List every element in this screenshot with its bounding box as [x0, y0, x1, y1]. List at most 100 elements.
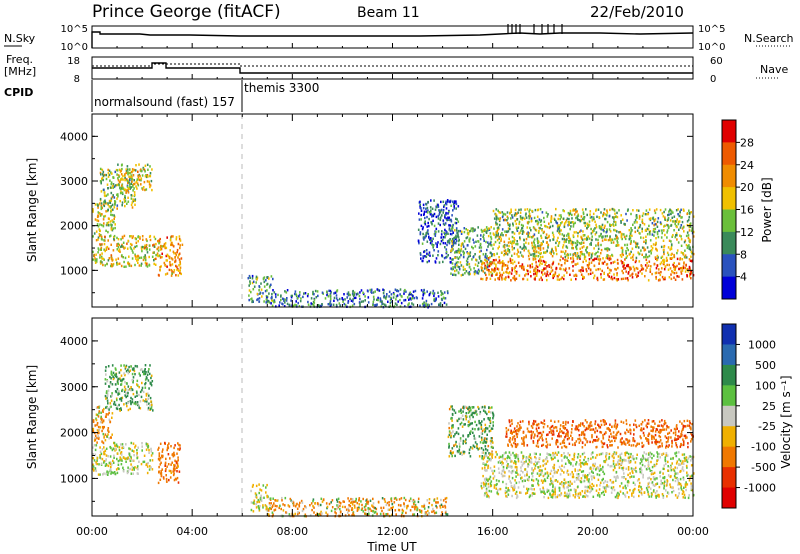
echo-cell [113, 220, 115, 224]
echo-cell [580, 269, 582, 272]
echo-cell [487, 459, 490, 463]
echo-cell [335, 297, 338, 300]
echo-cell [99, 262, 102, 265]
echo-cell [473, 267, 475, 270]
echo-cell [445, 203, 448, 206]
echo-cell [254, 492, 257, 495]
echo-cell [252, 288, 255, 291]
echo-cell [638, 252, 640, 256]
echo-cell [613, 216, 616, 219]
echo-cell [112, 377, 115, 381]
echo-cell [272, 513, 274, 516]
echo-cell [656, 232, 659, 236]
echo-cell [531, 241, 533, 245]
echo-cell [537, 244, 539, 247]
echo-cell [359, 304, 361, 307]
echo-cell [364, 508, 367, 511]
echo-cell [467, 233, 470, 236]
echo-cell [547, 243, 550, 247]
echo-cell [518, 220, 521, 224]
echo-cell [257, 505, 260, 508]
echo-cell [105, 373, 107, 376]
echo-cell [266, 276, 269, 279]
echo-cell [273, 509, 276, 512]
echo-cell [569, 253, 572, 256]
echo-cell [488, 264, 490, 268]
echo-cell [569, 227, 571, 231]
echo-cell [670, 210, 673, 213]
echo-cell [479, 238, 482, 241]
echo-cell [179, 239, 182, 242]
echo-cell [601, 452, 604, 455]
echo-cell [587, 264, 590, 267]
cpid-segment-1: normalsound (fast) 157 [94, 95, 235, 109]
echo-cell [483, 439, 486, 442]
echo-cell [138, 406, 140, 409]
echo-cell [127, 456, 129, 459]
echo-cell [691, 252, 693, 255]
echo-cell [265, 298, 268, 301]
echo-cell [316, 290, 319, 293]
echo-cell [446, 513, 449, 516]
echo-cell [290, 299, 292, 302]
echo-cell [127, 469, 130, 472]
echo-cell [271, 292, 273, 296]
echo-cell [134, 245, 136, 249]
echo-cell [464, 268, 466, 271]
echo-cell [653, 224, 655, 227]
echo-cell [630, 256, 632, 260]
echo-cell [653, 263, 656, 266]
echo-cell [488, 262, 491, 265]
echo-cell [461, 414, 464, 417]
echo-cell [544, 251, 547, 254]
echo-cell [640, 471, 643, 475]
echo-cell [145, 175, 148, 179]
echo-cell [170, 268, 173, 272]
echo-cell [109, 235, 111, 238]
echo-cell [110, 254, 113, 257]
echo-cell [268, 277, 270, 280]
echo-cell [147, 392, 149, 395]
echo-cell [116, 207, 118, 210]
echo-cell [356, 501, 359, 505]
echo-cell [118, 243, 120, 247]
echo-cell [557, 262, 560, 266]
echo-cell [292, 501, 295, 504]
echo-cell [466, 236, 469, 239]
echo-cell [480, 447, 483, 450]
echo-cell [575, 246, 577, 249]
echo-cell [585, 249, 587, 252]
echo-cell [148, 372, 151, 376]
echo-cell [490, 226, 492, 229]
echo-cell [104, 449, 106, 452]
echo-cell [442, 211, 444, 214]
echo-cell [630, 229, 633, 232]
echo-cell [606, 247, 608, 250]
echo-cell [633, 267, 636, 271]
echo-cell [256, 276, 259, 279]
echo-cell [137, 403, 139, 407]
echo-cell [138, 163, 140, 166]
echo-cell [364, 295, 366, 298]
echo-cell [515, 277, 518, 280]
echo-cell [583, 234, 586, 237]
echo-cell [484, 492, 486, 495]
echo-cell [439, 504, 441, 508]
echo-cell [668, 263, 670, 267]
echo-cell [598, 225, 601, 228]
echo-cell [639, 215, 641, 218]
echo-cell [627, 271, 630, 274]
echo-cell [636, 221, 638, 224]
echo-cell [490, 235, 492, 239]
echo-cell [161, 255, 163, 259]
echo-cell [153, 243, 155, 246]
echo-cell [435, 501, 438, 504]
echo-cell [422, 236, 425, 239]
echo-cell [630, 231, 632, 234]
echo-cell [137, 184, 140, 187]
echo-cell [315, 296, 318, 299]
echo-cell [383, 296, 385, 299]
echo-cell [299, 299, 302, 303]
echo-cell [457, 247, 460, 251]
echo-cell [96, 459, 98, 462]
